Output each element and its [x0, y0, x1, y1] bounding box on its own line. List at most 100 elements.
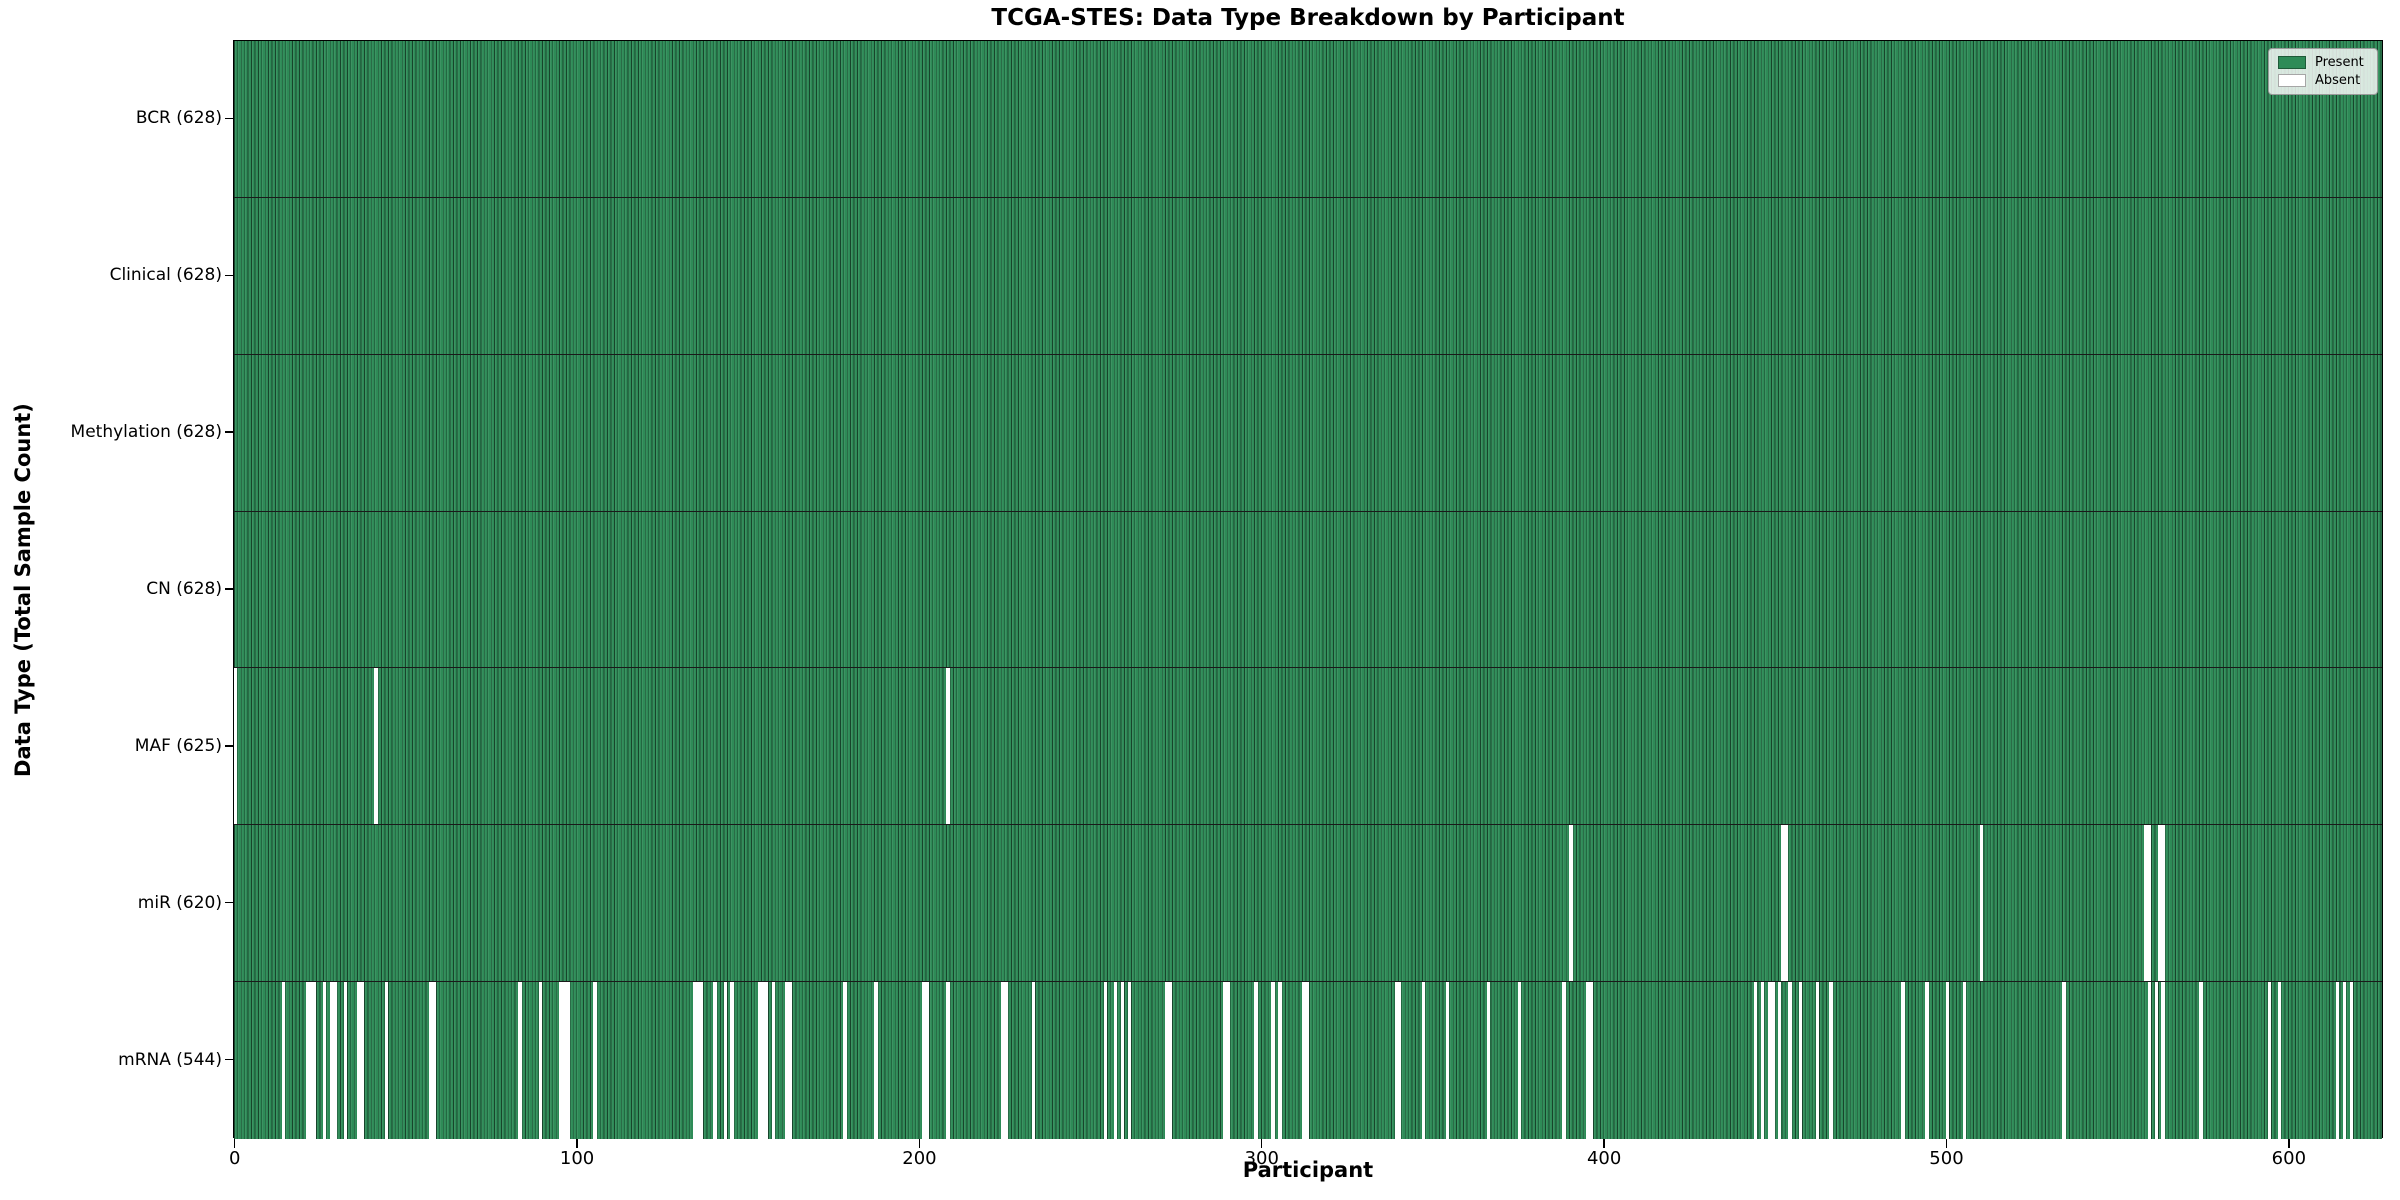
absent-gap-mrna-201 [922, 982, 926, 1139]
plot-area: Present Absent [233, 40, 2383, 1139]
absent-gap-maf-0 [234, 668, 238, 825]
absent-gap-mrna-32 [343, 982, 347, 1139]
y-tick-mark-maf [225, 745, 233, 747]
row-mir [234, 825, 2382, 983]
absent-gap-mrna-21 [305, 982, 310, 1139]
x-tick-mark-0 [234, 1139, 236, 1148]
absent-gap-mir-453 [1784, 825, 1789, 982]
absent-gap-mrna-313 [1305, 982, 1309, 1139]
y-tick-mark-mrna [225, 1058, 233, 1061]
absent-gap-mrna-494 [1925, 982, 1929, 1139]
absent-gap-mrna-618 [2349, 982, 2354, 1139]
absent-gap-mrna-254 [1103, 982, 1107, 1139]
absent-gap-mrna-449 [1771, 982, 1775, 1139]
x-tick-mark-400 [1603, 1139, 1605, 1148]
absent-gap-mrna-143 [723, 982, 727, 1139]
absent-gap-mrna-154 [761, 982, 765, 1139]
legend-entry-absent: Absent [2278, 74, 2368, 87]
absent-gap-mrna-29 [333, 982, 337, 1139]
absent-gap-mrna-23 [312, 982, 317, 1139]
absent-gap-maf-208 [946, 668, 950, 825]
absent-gap-mrna-388 [1562, 982, 1566, 1139]
y-tick-label-bcr: BCR (628) [135, 108, 222, 129]
absent-gap-mrna-574 [2199, 982, 2203, 1139]
absent-gap-mrna-136 [699, 982, 704, 1139]
absent-gap-mrna-83 [518, 982, 522, 1139]
legend-absent-swatch [2278, 74, 2306, 87]
absent-gap-mrna-354 [1445, 982, 1450, 1139]
x-tick-label-400: 400 [1586, 1148, 1622, 1169]
absent-gap-mrna-457 [1798, 982, 1802, 1139]
absent-gap-mrna-26 [323, 982, 327, 1139]
absent-gap-mrna-37 [360, 982, 365, 1139]
absent-gap-mrna-22 [309, 982, 313, 1139]
x-tick-label-300: 300 [1244, 1148, 1279, 1169]
y-tick-mark-clinical [225, 274, 233, 276]
absent-gap-mrna-454 [1788, 982, 1792, 1139]
y-tick-mark-bcr [225, 117, 233, 120]
absent-gap-mrna-534 [2062, 982, 2066, 1139]
absent-gap-mrna-14 [281, 982, 286, 1139]
absent-gap-mrna-140 [713, 982, 717, 1139]
row-mrna [234, 982, 2382, 1139]
legend: Present Absent [2268, 48, 2378, 95]
x-tick-mark-300 [1261, 1139, 1263, 1148]
legend-entry-present: Present [2278, 56, 2368, 69]
absent-gap-mir-558 [2144, 825, 2148, 982]
chart-title: TCGA-STES: Data Type Breakdown by Partic… [991, 5, 1625, 31]
absent-gap-mrna-161 [785, 982, 789, 1139]
absent-gap-mir-390 [1569, 825, 1573, 982]
x-tick-label-200: 200 [902, 1148, 937, 1169]
absent-gap-mrna-178 [843, 982, 847, 1139]
row-cn [234, 511, 2382, 669]
absent-gap-mrna-95 [559, 982, 563, 1139]
absent-gap-mrna-487 [1901, 982, 1905, 1139]
absent-gap-mrna-257 [1113, 982, 1118, 1139]
absent-gap-mrna-347 [1421, 982, 1426, 1139]
absent-gap-mrna-594 [2267, 982, 2272, 1139]
y-tick-label-maf: MAF (625) [134, 735, 222, 756]
absent-gap-mrna-57 [429, 982, 433, 1139]
absent-gap-mrna-261 [1127, 982, 1131, 1139]
y-tick-mark-mir [225, 902, 233, 904]
x-tick-label-600: 600 [2271, 1148, 2307, 1169]
legend-present-swatch [2278, 56, 2306, 69]
x-tick-label-0: 0 [228, 1148, 241, 1169]
absent-gap-maf-41 [374, 668, 378, 825]
x-tick-mark-600 [2288, 1139, 2290, 1148]
absent-gap-mrna-289 [1223, 982, 1227, 1139]
absent-gap-mrna-298 [1254, 982, 1258, 1139]
absent-gap-mrna-559 [2147, 982, 2152, 1139]
absent-gap-mrna-451 [1778, 982, 1782, 1139]
y-tick-label-methylation: Methylation (628) [70, 422, 222, 443]
absent-gap-mrna-273 [1168, 982, 1173, 1139]
absent-gap-mrna-153 [757, 982, 762, 1139]
x-tick-label-500: 500 [1929, 1148, 1964, 1169]
y-tick-label-mrna: mRNA (544) [118, 1049, 222, 1070]
absent-gap-mrna-187 [874, 982, 878, 1139]
y-tick-label-mir: miR (620) [137, 892, 222, 913]
absent-gap-mrna-145 [730, 982, 734, 1139]
absent-gap-mrna-312 [1302, 982, 1306, 1139]
absent-gap-mrna-202 [925, 982, 929, 1139]
absent-gap-mrna-105 [593, 982, 597, 1139]
absent-gap-mrna-89 [538, 982, 543, 1139]
absent-gap-mrna-259 [1120, 982, 1125, 1139]
absent-gap-mir-559 [2147, 825, 2152, 982]
absent-gap-mrna-36 [357, 982, 361, 1139]
absent-gap-mrna-224 [1000, 982, 1005, 1139]
y-tick-mark-cn [225, 588, 233, 590]
absent-gap-mrna-58 [432, 982, 436, 1139]
absent-gap-mrna-597 [2277, 982, 2282, 1139]
absent-gap-mrna-155 [764, 982, 769, 1139]
absent-gap-mrna-395 [1586, 982, 1590, 1139]
absent-gap-mrna-616 [2342, 982, 2347, 1139]
legend-present-label: Present [2315, 55, 2364, 70]
absent-gap-mrna-225 [1004, 982, 1008, 1139]
row-clinical [234, 197, 2382, 355]
x-tick-label-100: 100 [559, 1148, 595, 1169]
x-axis-label: Participant [1242, 1158, 1374, 1182]
absent-gap-mrna-444 [1754, 982, 1758, 1139]
absent-gap-mrna-305 [1278, 982, 1282, 1139]
y-tick-label-clinical: Clinical (628) [109, 265, 222, 286]
